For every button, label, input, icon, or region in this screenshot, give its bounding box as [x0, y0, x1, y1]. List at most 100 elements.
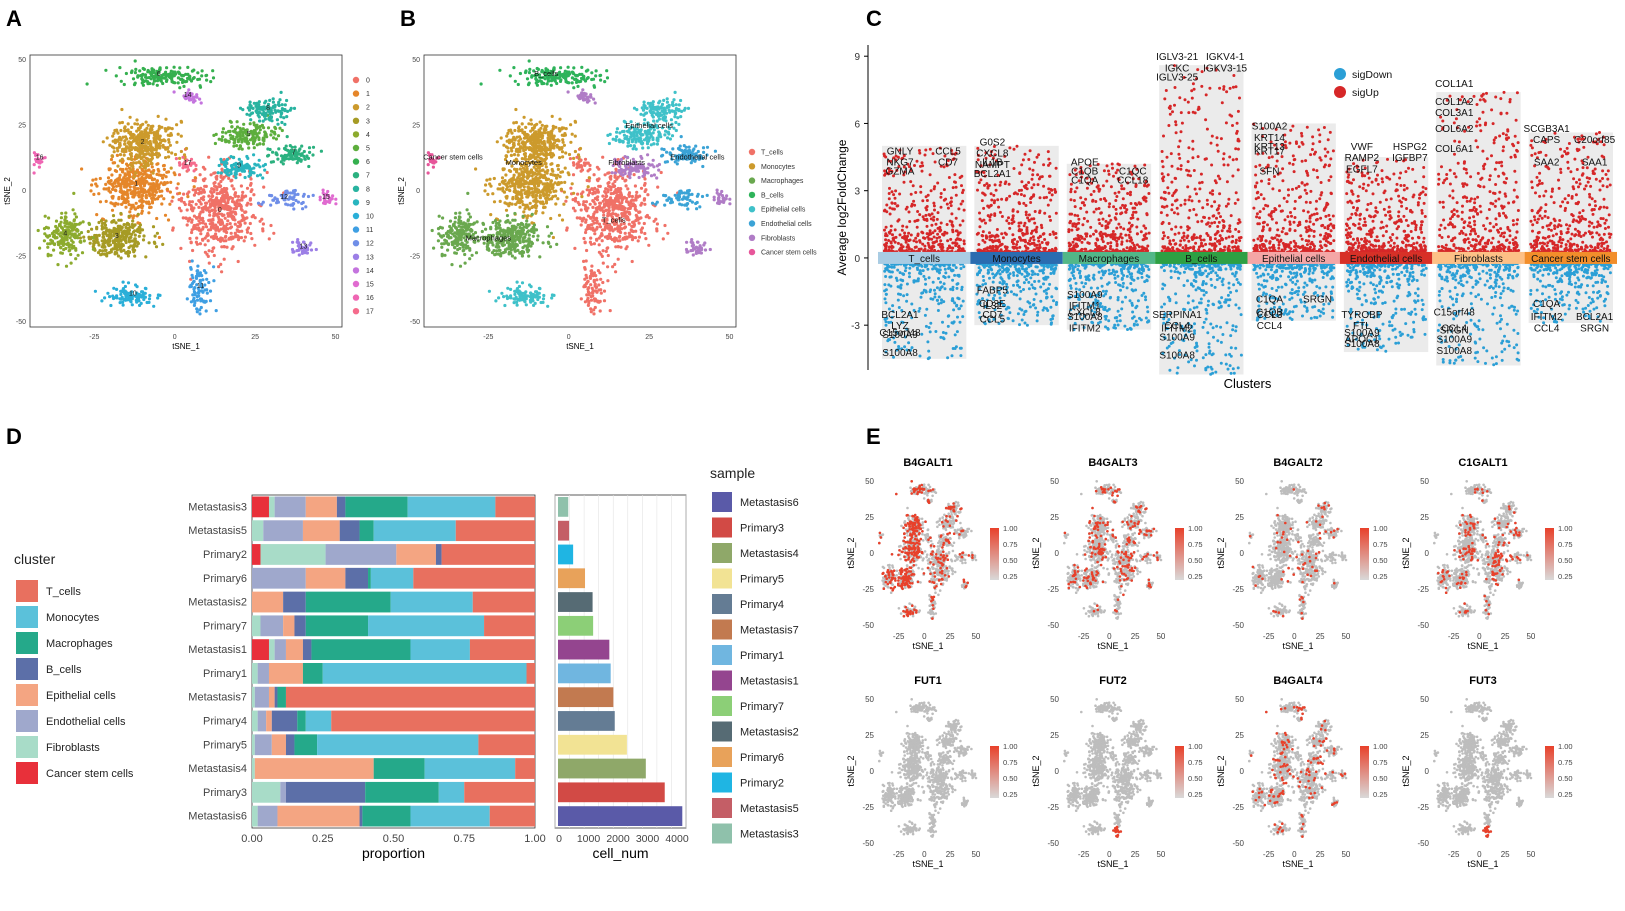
panel-a-point	[253, 132, 256, 135]
panel-a-point	[240, 236, 243, 239]
panel-a-point	[116, 154, 119, 157]
panel-a-point	[160, 202, 163, 205]
panel-a-point	[119, 212, 122, 215]
panel-a-point	[60, 221, 63, 224]
panel-a-point	[212, 134, 215, 137]
panel-a-point	[214, 229, 217, 232]
panel-a-point	[73, 219, 76, 222]
panel-a-point	[209, 228, 212, 231]
panel-a-point	[162, 174, 165, 177]
panel-a-point	[262, 222, 265, 225]
panel-a-point	[88, 223, 91, 226]
panel-a-point	[135, 118, 138, 121]
panel-a-point	[180, 150, 183, 153]
panel-label-b: B	[400, 6, 416, 31]
panel-a-point	[56, 263, 59, 266]
panel-a-point	[113, 247, 116, 250]
panel-a-point	[125, 186, 128, 189]
panel-a-point	[101, 245, 104, 248]
panel-a-point	[209, 219, 212, 222]
panel-a-point	[140, 124, 143, 127]
panel-a-point	[177, 182, 180, 185]
panel-a-point	[104, 224, 107, 227]
panel-a-point	[262, 143, 265, 146]
panel-a-point	[274, 127, 277, 130]
panel-a-point	[188, 203, 191, 206]
panel-a-point	[111, 154, 114, 157]
panel-a-point	[129, 116, 132, 119]
panel-a-point	[214, 232, 217, 235]
panel-a-point	[151, 178, 154, 181]
panel-a-point	[133, 255, 136, 258]
panel-a-point	[207, 195, 210, 198]
panel-a-point	[149, 193, 152, 196]
panel-a-point	[133, 122, 136, 125]
panel-a-point	[258, 142, 261, 145]
panel-a-point	[247, 146, 250, 149]
panel-a-point	[68, 246, 71, 249]
panel-a-point	[156, 232, 159, 235]
panel-a-point	[249, 222, 252, 225]
panel-a-point	[203, 177, 206, 180]
panel-a-point	[111, 230, 114, 233]
panel-a-point	[95, 238, 98, 241]
panel-a-point	[107, 189, 110, 192]
panel-a-point	[60, 212, 63, 215]
panel-a-point	[186, 66, 189, 69]
panel-a-point	[134, 172, 137, 175]
panel-a-point	[129, 189, 132, 192]
panel-a-point	[128, 238, 131, 241]
panel-a-point	[251, 215, 254, 218]
panel-a-point	[195, 216, 198, 219]
panel-a-point	[221, 199, 224, 202]
panel-a-point	[193, 224, 196, 227]
panel-a-point	[131, 205, 134, 208]
panel-a-point	[229, 130, 232, 133]
panel-a-point	[56, 227, 59, 230]
panel-a-point	[107, 176, 110, 179]
panel-a-point	[237, 195, 240, 198]
panel-a-point	[102, 232, 105, 235]
panel-a-point	[131, 223, 134, 226]
panel-a-point	[127, 131, 130, 134]
panel-a-point	[186, 73, 189, 76]
panel-a-point	[170, 167, 173, 170]
panel-a-point	[246, 228, 249, 231]
panel-a-point	[162, 144, 165, 147]
panel-a-point	[116, 149, 119, 152]
panel-a-point	[125, 137, 128, 140]
panel-a-point	[168, 127, 171, 130]
panel-a-point	[277, 134, 280, 137]
panel-a-point	[190, 206, 193, 209]
panel-a-point	[220, 139, 223, 142]
panel-a-point	[232, 200, 235, 203]
panel-a-point	[182, 85, 185, 88]
panel-a-point	[169, 181, 172, 184]
panel-a-point	[204, 74, 207, 77]
panel-a-point	[147, 132, 150, 135]
panel-a-point	[129, 153, 132, 156]
panel-a-point	[238, 225, 241, 228]
panel-a-point	[128, 229, 131, 232]
panel-a-point	[204, 251, 207, 254]
panel-a-point	[94, 178, 97, 181]
panel-a-point	[137, 213, 140, 216]
panel-a-point	[121, 170, 124, 173]
panel-a-point	[101, 227, 104, 230]
panel-a-point	[212, 182, 215, 185]
panel-a-point	[261, 229, 264, 232]
panel-a-point	[122, 136, 125, 139]
panel-a-point	[62, 240, 65, 243]
panel-a-point	[117, 178, 120, 181]
panel-a-point	[134, 71, 137, 74]
panel-a-point	[116, 245, 119, 248]
panel-a-point	[62, 248, 65, 251]
panel-a-point	[186, 223, 189, 226]
panel-a-point	[245, 216, 248, 219]
panel-a-point	[168, 203, 171, 206]
panel-a-point	[192, 179, 195, 182]
panel-a-point	[112, 241, 115, 244]
panel-a-point	[124, 201, 127, 204]
panel-a-point	[125, 223, 128, 226]
panel-a-point	[251, 137, 254, 140]
